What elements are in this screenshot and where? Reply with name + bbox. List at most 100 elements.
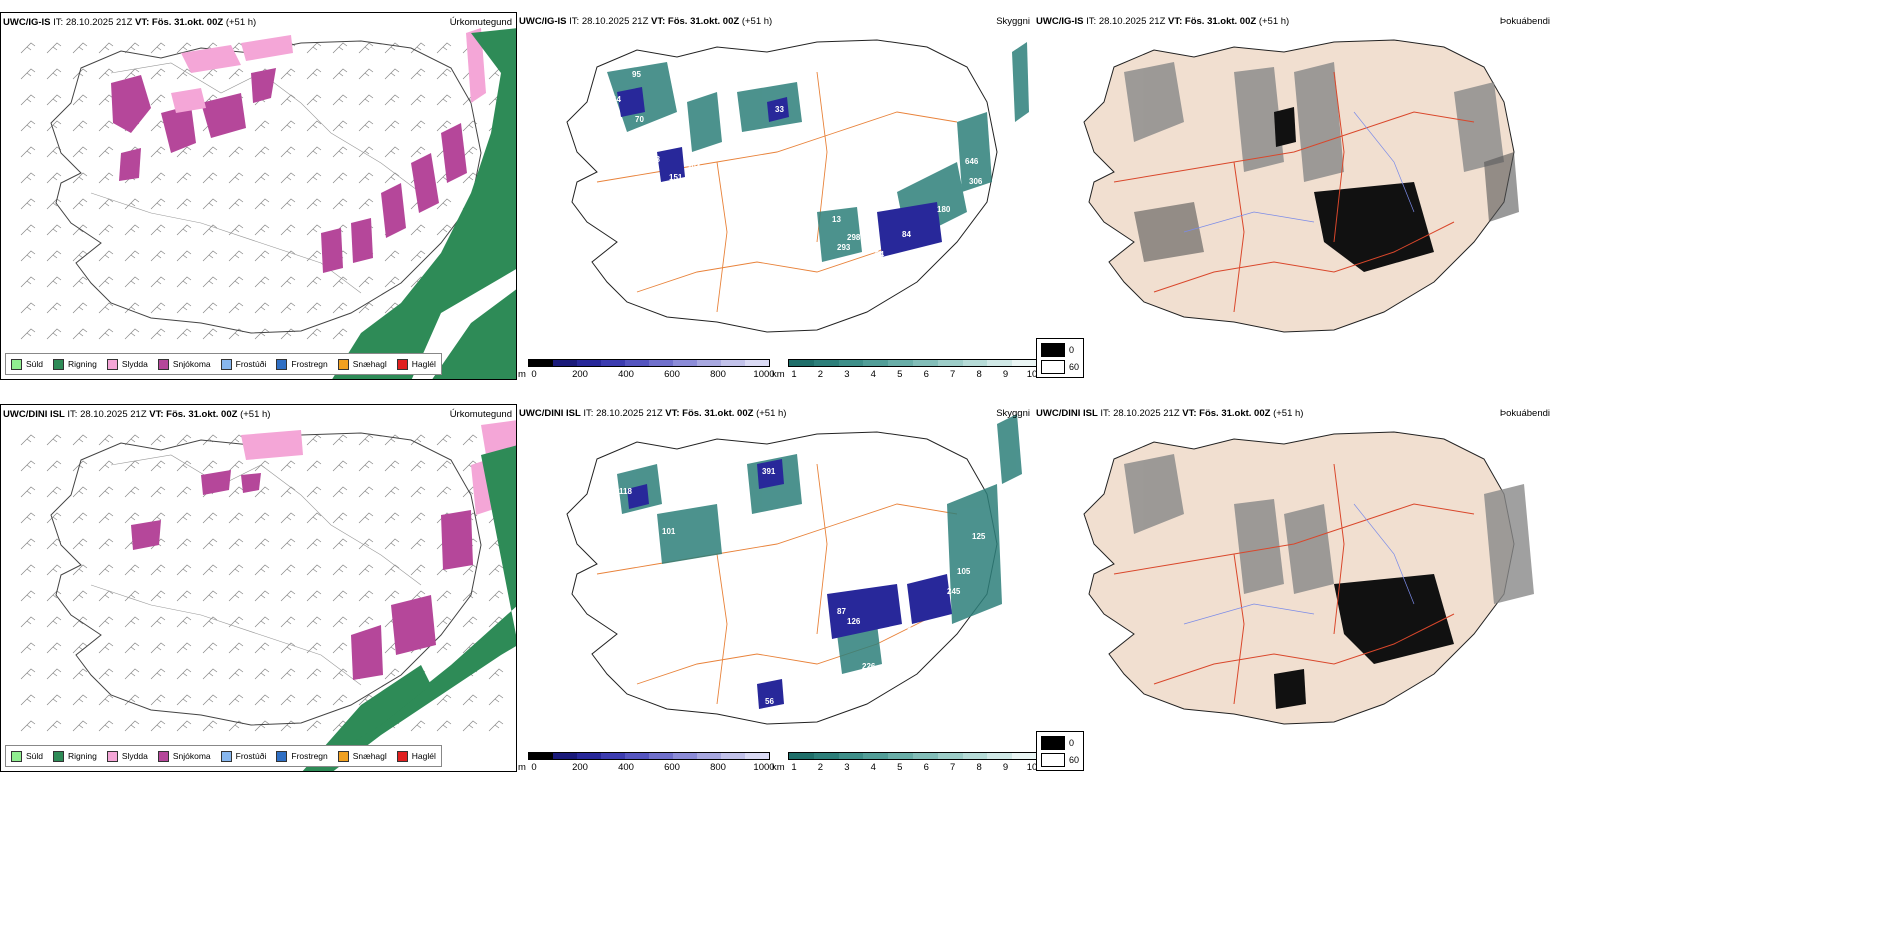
wind-barb <box>176 590 192 602</box>
colorbar-segment <box>888 753 913 759</box>
wind-barb <box>332 42 348 54</box>
wind-barb <box>228 564 244 576</box>
wind-barb <box>176 224 192 236</box>
wind-barb <box>72 94 88 106</box>
ceiling-value-label: 91 <box>675 185 684 194</box>
colorbar-tick-label: 0 <box>531 369 537 380</box>
precip-header-row2: UWC/DINI ISL IT: 28.10.2025 21Z VT: Fös.… <box>3 409 271 420</box>
wind-barb <box>410 94 426 106</box>
precip-legend-row1: Súld Rigning Slydda Snjókoma Frostúði Fr… <box>5 353 442 375</box>
wind-barb <box>150 328 166 340</box>
colorbar-segment <box>745 753 769 759</box>
wind-barb <box>384 564 400 576</box>
wind-barb <box>176 668 192 680</box>
wind-barb <box>384 146 400 158</box>
wind-barb <box>228 512 244 524</box>
wind-barb <box>124 224 140 236</box>
colorbar-segment <box>912 753 938 759</box>
wind-barb <box>280 302 296 314</box>
wind-barb <box>176 460 192 472</box>
wind-barb <box>46 694 62 706</box>
wind-barb <box>20 328 36 340</box>
wind-barb <box>98 68 114 80</box>
wind-barb <box>280 694 296 706</box>
wind-barb <box>358 42 374 54</box>
ceiling-value-label: 33 <box>775 105 784 114</box>
fog-legend-black-swatch <box>1041 736 1065 750</box>
wind-barb <box>306 668 322 680</box>
wind-barb <box>176 250 192 262</box>
legend-swatch <box>106 358 118 370</box>
wind-barb <box>358 590 374 602</box>
ceiling-value-label: 226 <box>862 662 876 671</box>
legend-item: Snjókoma <box>157 750 211 762</box>
wind-barb <box>306 224 322 236</box>
wind-barb <box>462 434 478 446</box>
wind-barb <box>150 224 166 236</box>
wind-barb <box>98 486 114 498</box>
ceiling-value-label: 56 <box>765 697 774 706</box>
wind-barb <box>202 694 218 706</box>
wind-barb <box>202 538 218 550</box>
fog-legend-white-swatch <box>1041 360 1065 374</box>
wind-barb <box>358 276 374 288</box>
wind-barb <box>124 668 140 680</box>
wind-barb <box>46 720 62 732</box>
wind-barb <box>410 720 426 732</box>
legend-item: Súld <box>11 750 43 762</box>
wind-barb <box>150 198 166 210</box>
wind-barb <box>384 94 400 106</box>
wind-barb <box>202 250 218 262</box>
wind-barb <box>488 590 504 602</box>
legend-item: Frostúði <box>220 358 266 370</box>
wind-barb <box>124 250 140 262</box>
wind-barb <box>20 120 36 132</box>
wind-barb <box>306 486 322 498</box>
fog-legend-white-swatch <box>1041 753 1065 767</box>
wind-barb <box>46 328 62 340</box>
wind-barb <box>410 120 426 132</box>
ceiling-value-label: 64 <box>612 95 621 104</box>
wind-barb <box>46 668 62 680</box>
wind-barb <box>384 668 400 680</box>
wind-barb <box>332 538 348 550</box>
wind-barb <box>410 512 426 524</box>
colorbar-segment <box>1012 360 1037 366</box>
wind-barb <box>124 564 140 576</box>
wind-barb <box>72 302 88 314</box>
wind-barb <box>306 328 322 340</box>
wind-barb <box>254 616 270 628</box>
wind-barb <box>124 694 140 706</box>
wind-barb <box>98 120 114 132</box>
wind-barb <box>462 616 478 628</box>
colorbar-tick-label: 600 <box>664 369 680 380</box>
ceiling-value-label: 151 <box>669 173 683 182</box>
precip-legend-row2: Súld Rigning Slydda Snjókoma Frostúði Fr… <box>5 745 442 767</box>
legend-item: Snæhagl <box>337 750 387 762</box>
wind-barb <box>20 250 36 262</box>
precip-title-row2: Úrkomutegund <box>449 409 512 420</box>
wind-barb <box>72 590 88 602</box>
ceiling-value-label: 298 <box>847 233 861 242</box>
wind-barb <box>150 94 166 106</box>
colorbar-tick-label: 9 <box>1002 369 1009 380</box>
wind-barb <box>254 668 270 680</box>
wind-barb <box>202 668 218 680</box>
wind-barb <box>488 694 504 706</box>
wind-barb <box>436 694 452 706</box>
legend-swatch <box>276 358 288 370</box>
wind-barb <box>462 120 478 132</box>
wind-barb <box>488 720 504 732</box>
colorbar-segment <box>625 360 649 366</box>
ceiling-value-label: 391 <box>762 467 776 476</box>
wind-barb <box>254 276 270 288</box>
wind-barb <box>280 590 296 602</box>
wind-barb <box>332 590 348 602</box>
ceiling-value-label: 84 <box>902 230 911 239</box>
wind-barb <box>176 616 192 628</box>
wind-barb <box>46 512 62 524</box>
wind-barb <box>254 486 270 498</box>
ceiling-value-label: 105 <box>957 567 971 576</box>
wind-barb <box>332 68 348 80</box>
